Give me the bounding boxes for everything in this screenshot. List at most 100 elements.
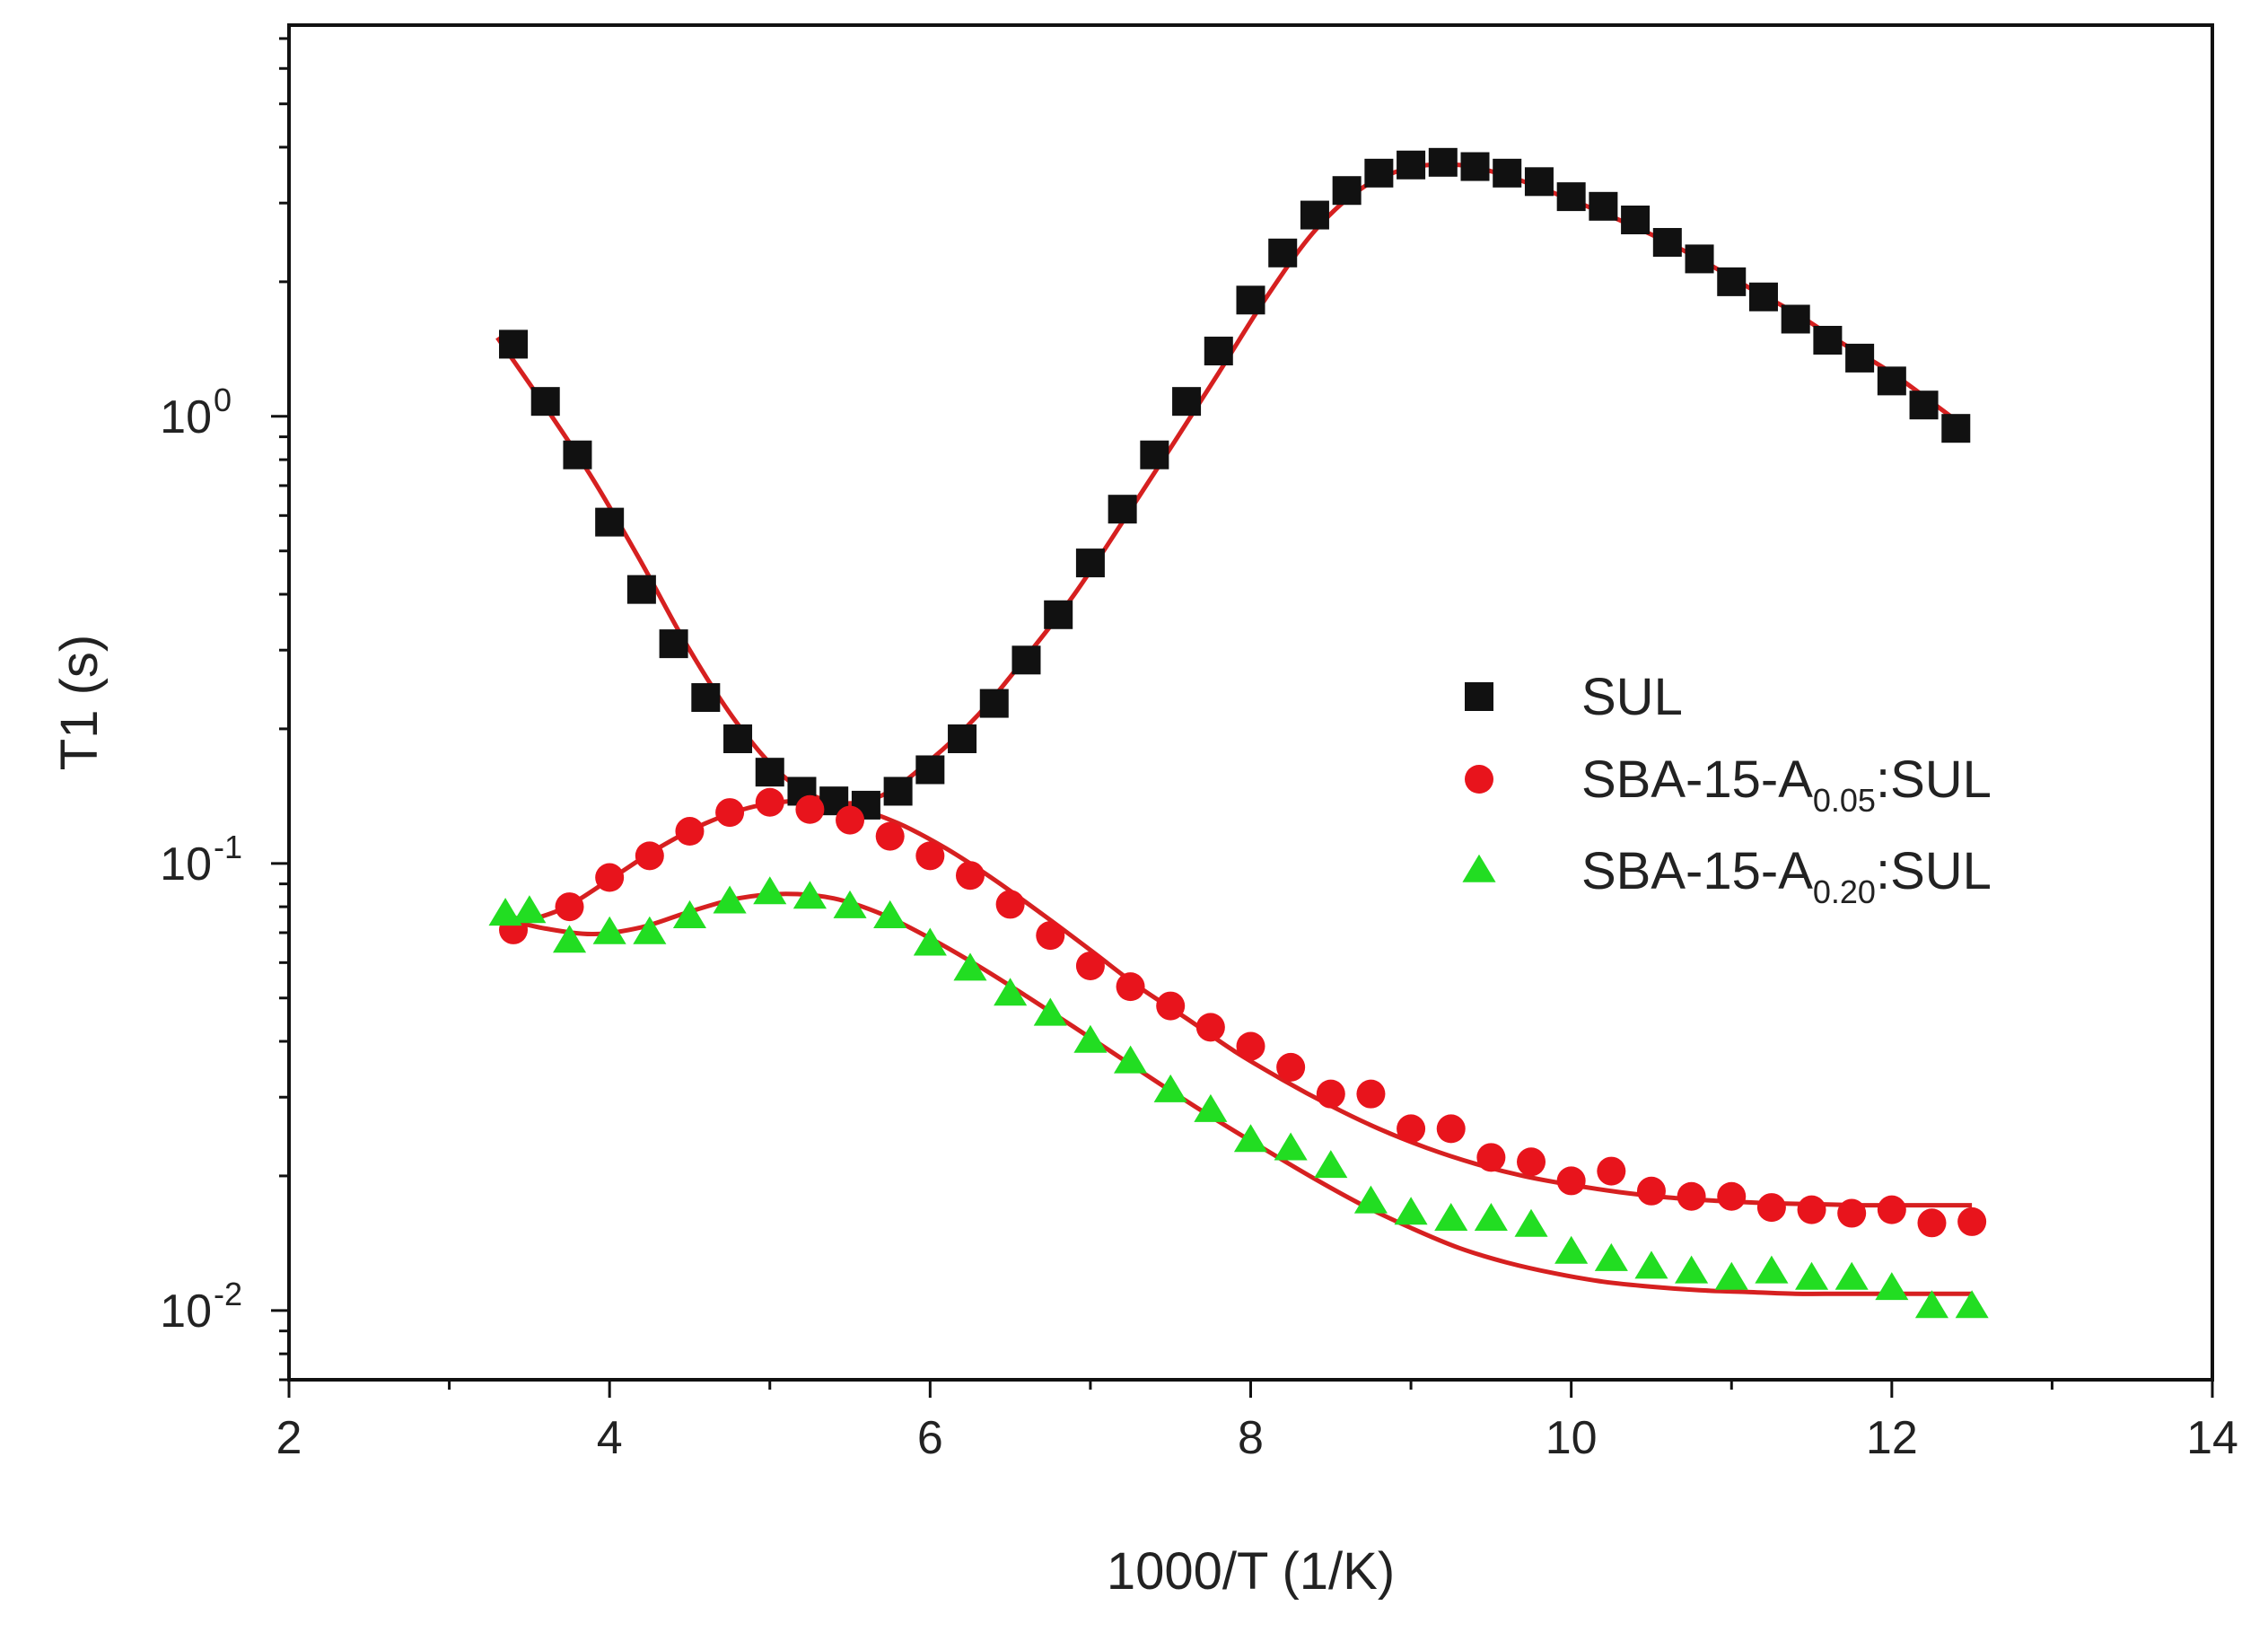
data-point (1156, 991, 1186, 1021)
data-point (1140, 440, 1169, 469)
data-markers-layer (488, 147, 1989, 1319)
data-point (1514, 1208, 1548, 1237)
data-point (873, 899, 907, 928)
legend-label-main: SUL (1581, 668, 1683, 726)
legend-label-tail: :SUL (1876, 750, 1992, 809)
data-point (1685, 244, 1714, 274)
data-point (1594, 1242, 1628, 1271)
data-point (1845, 343, 1875, 373)
series-2-markers (488, 876, 1989, 1319)
data-point (1075, 548, 1105, 578)
data-point (1957, 1206, 1987, 1236)
data-point (1955, 1290, 1989, 1319)
data-point (1153, 1074, 1187, 1102)
data-point (499, 329, 529, 359)
data-point (1556, 182, 1586, 212)
data-point (1353, 1185, 1388, 1214)
data-point (1394, 1197, 1428, 1225)
data-point (1300, 200, 1329, 230)
y-tick-exponent: 0 (214, 382, 232, 418)
data-point (659, 629, 688, 659)
x-axis-title: 1000/T (1/K) (1107, 1542, 1395, 1601)
data-point (1517, 1147, 1546, 1177)
data-point (1194, 1093, 1228, 1122)
legend-label-subscript: 0.20 (1813, 873, 1876, 910)
legend-entry-1: SBA-15-A0.05:SUL (1465, 750, 1992, 819)
data-point (1524, 167, 1554, 197)
x-tick-label: 4 (597, 1412, 623, 1464)
data-point (675, 817, 705, 847)
data-point (1493, 158, 1522, 188)
data-point (1556, 1166, 1586, 1196)
data-point (979, 689, 1009, 718)
data-point (626, 575, 656, 604)
data-point (755, 787, 784, 817)
data-point (1476, 1143, 1506, 1172)
legend-label: SBA-15-A0.20:SUL (1581, 842, 1992, 910)
data-point (1428, 147, 1458, 177)
legend-marker (1465, 765, 1493, 794)
data-point (723, 724, 753, 754)
data-point (1652, 227, 1682, 257)
data-point (1233, 1124, 1268, 1153)
data-point (530, 387, 560, 417)
x-tick-label: 2 (276, 1412, 302, 1464)
data-point (1675, 1255, 1709, 1284)
y-tick-label: 10 (160, 391, 212, 443)
data-point (833, 890, 867, 918)
data-point (1677, 1181, 1706, 1211)
data-point (795, 794, 825, 824)
data-point (995, 890, 1025, 919)
data-point (1621, 206, 1651, 235)
data-point (1236, 1031, 1265, 1061)
data-point (1434, 1203, 1468, 1231)
data-point (1781, 304, 1810, 334)
data-point (1914, 1290, 1948, 1319)
data-point (1116, 972, 1145, 1002)
x-axis: 2 4 6 8 10 12 14 (276, 1380, 2238, 1464)
fit-curve-1 (512, 798, 1973, 1208)
data-point (592, 916, 626, 944)
data-point (1717, 267, 1747, 296)
y-tick-exponent: -1 (214, 829, 242, 865)
data-point (955, 861, 985, 891)
data-point (1748, 282, 1778, 311)
data-point (1460, 152, 1490, 181)
data-point (1274, 1132, 1308, 1161)
data-point (1755, 1255, 1789, 1284)
data-point (635, 841, 664, 871)
y-tick-label: 10 (160, 838, 212, 891)
series-0-markers (499, 147, 1971, 820)
legend-label: SUL (1581, 668, 1683, 726)
data-point (1877, 366, 1906, 396)
legend: SUL SBA-15-A0.05:SUL SBA-15-A0.20:SUL (1462, 668, 1992, 910)
data-point (563, 440, 592, 469)
x-tick-label: 12 (1866, 1412, 1918, 1464)
x-tick-label: 10 (1546, 1412, 1598, 1464)
data-point (512, 895, 547, 924)
data-point (633, 916, 667, 944)
data-point (1436, 1114, 1466, 1144)
data-point (1356, 1079, 1386, 1109)
x-tick-label: 6 (917, 1412, 943, 1464)
data-point (1397, 1114, 1426, 1144)
data-point (595, 507, 625, 537)
legend-marker (1462, 854, 1496, 882)
data-point (715, 798, 745, 828)
legend-entry-0: SUL (1465, 668, 1683, 726)
data-point (1268, 238, 1298, 268)
data-point (672, 899, 706, 928)
data-point (1835, 1261, 1869, 1290)
data-point (1011, 645, 1041, 675)
data-point (595, 863, 625, 892)
data-point (1075, 951, 1105, 980)
data-point (915, 755, 945, 785)
data-point (994, 978, 1028, 1006)
data-point (792, 881, 827, 909)
data-point (1714, 1261, 1748, 1290)
data-point (1636, 1176, 1666, 1206)
data-point (1364, 158, 1394, 188)
